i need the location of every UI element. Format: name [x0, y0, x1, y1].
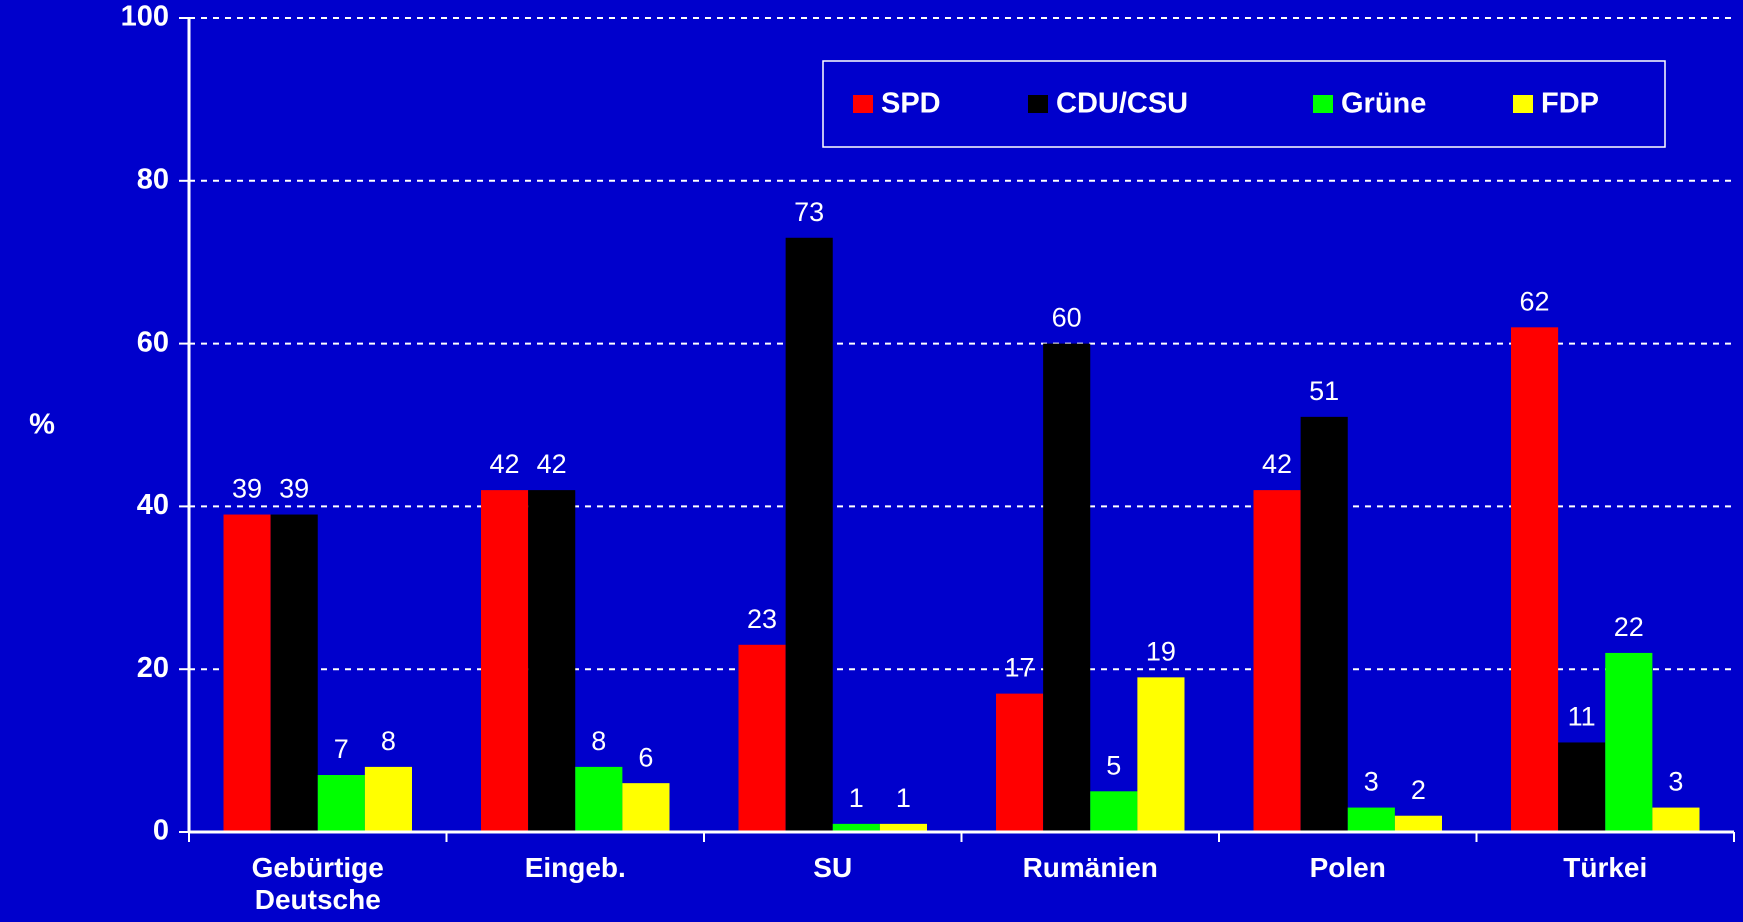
bar — [1558, 742, 1606, 832]
data-label: 8 — [591, 726, 606, 756]
x-tick-label: SU — [813, 852, 853, 883]
bar — [1347, 807, 1395, 832]
bar — [832, 823, 880, 832]
legend-label: CDU/CSU — [1056, 88, 1188, 120]
y-tick-label: 40 — [137, 489, 169, 521]
bar — [1652, 807, 1700, 832]
data-label: 5 — [1106, 750, 1121, 780]
data-label: 23 — [747, 604, 777, 634]
bar — [738, 644, 786, 832]
data-label: 1 — [896, 783, 911, 813]
data-label: 42 — [490, 449, 520, 479]
bar — [1043, 343, 1091, 832]
data-label: 60 — [1052, 303, 1082, 333]
bar — [317, 775, 365, 832]
legend-label: FDP — [1541, 88, 1599, 120]
bar — [270, 514, 318, 832]
data-label: 42 — [537, 449, 567, 479]
legend-swatch — [853, 95, 873, 113]
y-tick-label: 60 — [137, 326, 169, 358]
y-tick-label: 100 — [121, 1, 169, 33]
legend-label: Grüne — [1341, 88, 1426, 120]
data-label: 7 — [334, 734, 349, 764]
data-label: 2 — [1411, 775, 1426, 805]
legend-box — [822, 60, 1666, 148]
legend-label: SPD — [881, 88, 941, 120]
y-tick-label: 20 — [137, 652, 169, 684]
y-tick-label: 80 — [137, 163, 169, 195]
data-label: 8 — [381, 726, 396, 756]
bar — [481, 490, 529, 832]
bar — [879, 823, 927, 832]
data-label: 19 — [1146, 636, 1176, 666]
data-label: 73 — [794, 197, 824, 227]
data-label: 22 — [1614, 612, 1644, 642]
bar — [1300, 416, 1348, 832]
x-tick-label: Eingeb. — [524, 852, 626, 883]
bar — [1394, 815, 1442, 832]
bar — [223, 514, 271, 832]
data-label: 62 — [1520, 286, 1550, 316]
bar — [622, 783, 670, 832]
bar — [785, 237, 833, 832]
data-label: 1 — [849, 783, 864, 813]
data-label: 42 — [1262, 449, 1292, 479]
x-tick-label: Gebürtige Deutsche — [251, 852, 384, 915]
bar — [1137, 677, 1185, 832]
data-label: 11 — [1568, 702, 1596, 732]
data-label: 39 — [279, 474, 309, 504]
data-label: 51 — [1309, 376, 1339, 406]
legend-swatch — [1513, 95, 1533, 113]
data-label: 17 — [1005, 653, 1035, 683]
x-tick-label: Rumänien — [1022, 852, 1158, 883]
bar — [364, 766, 412, 832]
bar — [1605, 652, 1653, 832]
data-label: 3 — [1668, 767, 1683, 797]
data-label: 39 — [232, 474, 262, 504]
data-label: 6 — [638, 742, 653, 772]
y-tick-label: 0 — [153, 815, 169, 847]
y-axis-label: % — [29, 409, 55, 441]
legend-swatch — [1028, 95, 1048, 113]
bar — [528, 490, 576, 832]
legend-swatch — [1313, 95, 1333, 113]
x-tick-label: Polen — [1309, 852, 1386, 883]
bar — [1090, 791, 1138, 832]
bar — [1253, 490, 1301, 832]
bar — [1511, 327, 1559, 832]
bar — [996, 693, 1044, 832]
x-tick-label: Türkei — [1563, 852, 1648, 883]
data-label: 3 — [1364, 767, 1379, 797]
bar — [575, 766, 623, 832]
